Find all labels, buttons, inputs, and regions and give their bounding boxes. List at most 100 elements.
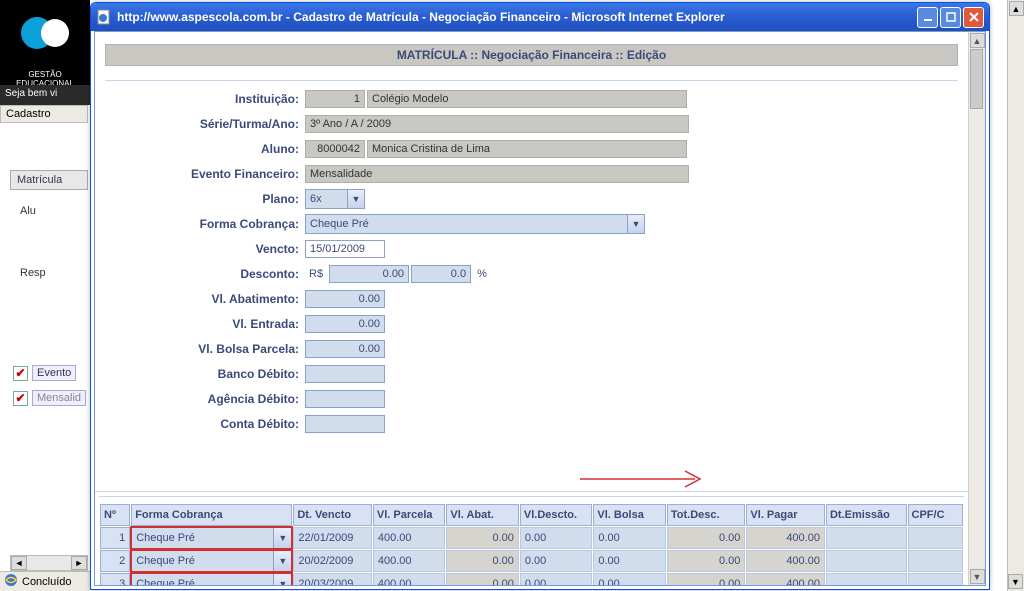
evento-checkbox[interactable]: ✔ xyxy=(13,366,28,381)
row-cpf[interactable] xyxy=(909,551,962,571)
row-parcela[interactable]: 400.00 xyxy=(374,528,445,548)
row-bolsa[interactable]: 0.00 xyxy=(594,551,665,571)
agencia-input[interactable] xyxy=(305,390,385,408)
vencto-input[interactable]: 15/01/2009 xyxy=(305,240,385,258)
close-button[interactable] xyxy=(963,7,984,28)
row-bolsa[interactable]: 0.00 xyxy=(594,574,665,585)
conta-input[interactable] xyxy=(305,415,385,433)
row-parcela[interactable]: 400.00 xyxy=(374,574,445,585)
aluno-code[interactable]: 8000042 xyxy=(305,140,365,158)
row-emissao[interactable] xyxy=(827,551,906,571)
agencia-label: Agência Débito: xyxy=(135,392,305,406)
row-abat[interactable]: 0.00 xyxy=(447,551,518,571)
minimize-button[interactable] xyxy=(917,7,938,28)
popup-window: http://www.aspescola.com.br - Cadastro d… xyxy=(90,2,990,590)
chevron-down-icon[interactable]: ▼ xyxy=(274,574,291,585)
desconto-value[interactable]: 0.00 xyxy=(329,265,409,283)
row-forma-cell: Cheque Pré▼ xyxy=(131,550,292,572)
row-pagar[interactable]: 400.00 xyxy=(747,528,824,548)
row-parcela[interactable]: 400.00 xyxy=(374,551,445,571)
forma-select[interactable]: Cheque Pré ▼ xyxy=(305,214,645,234)
evento-value[interactable]: Mensalidade xyxy=(305,165,689,183)
titlebar[interactable]: http://www.aspescola.com.br - Cadastro d… xyxy=(91,3,989,31)
row-cpf[interactable] xyxy=(909,574,962,585)
scroll-h-track[interactable] xyxy=(27,556,71,570)
row-forma-select[interactable]: Cheque Pré▼ xyxy=(132,551,291,571)
scroll-left-icon[interactable]: ◄ xyxy=(11,556,27,570)
th-forma[interactable]: Forma Cobrança xyxy=(131,504,292,526)
vertical-scrollbar[interactable]: ▲ ▼ xyxy=(968,32,985,585)
row-pagar[interactable]: 400.00 xyxy=(747,551,824,571)
th-no[interactable]: Nº xyxy=(100,504,130,526)
status-bar: Concluído xyxy=(0,571,90,591)
row-descto[interactable]: 0.00 xyxy=(521,574,592,585)
row-totdesc[interactable]: 0.00 xyxy=(668,574,745,585)
row-abat[interactable]: 0.00 xyxy=(447,528,518,548)
entrada-input[interactable]: 0.00 xyxy=(305,315,385,333)
banco-input[interactable] xyxy=(305,365,385,383)
th-abat[interactable]: Vl. Abat. xyxy=(446,504,519,526)
chevron-down-icon[interactable]: ▼ xyxy=(347,190,364,208)
scroll-up-icon[interactable]: ▲ xyxy=(1009,1,1024,16)
aluno-name[interactable]: Monica Cristina de Lima xyxy=(367,140,687,158)
row-forma-select[interactable]: Cheque Pré▼ xyxy=(132,528,291,548)
serie-value[interactable]: 3º Ano / A / 2009 xyxy=(305,115,689,133)
row-abat[interactable]: 0.00 xyxy=(447,574,518,585)
row-vencto[interactable]: 20/02/2009 xyxy=(294,551,371,571)
bg-vscroll[interactable]: ▲ ▼ xyxy=(1007,0,1024,591)
th-totdesc[interactable]: Tot.Desc. xyxy=(667,504,746,526)
row-descto[interactable]: 0.00 xyxy=(521,528,592,548)
banco-label: Banco Débito: xyxy=(135,367,305,381)
page-title: MATRÍCULA :: Negociação Financeira :: Ed… xyxy=(105,44,958,66)
th-vencto[interactable]: Dt. Vencto xyxy=(293,504,372,526)
row-vencto[interactable]: 20/03/2009 xyxy=(294,574,371,585)
mensalid-check-row: ✔ Mensalid xyxy=(13,390,86,406)
abat-label: Vl. Abatimento: xyxy=(135,292,305,306)
chevron-down-icon[interactable]: ▼ xyxy=(627,215,644,233)
abat-input[interactable]: 0.00 xyxy=(305,290,385,308)
plano-select[interactable]: 6x ▼ xyxy=(305,189,365,209)
ie-icon xyxy=(4,573,18,590)
chevron-down-icon[interactable]: ▼ xyxy=(274,551,291,571)
bg-hscroll[interactable]: ◄ ► xyxy=(10,555,88,571)
aluno-partial: Alu xyxy=(10,205,88,217)
th-parcela[interactable]: Vl. Parcela xyxy=(373,504,446,526)
matricula-tab[interactable]: Matrícula xyxy=(10,170,88,190)
desconto-pct[interactable]: 0.0 xyxy=(411,265,471,283)
scroll-up-icon[interactable]: ▲ xyxy=(970,33,985,48)
row-totdesc[interactable]: 0.00 xyxy=(668,551,745,571)
row-forma-cell: Cheque Pré▼ xyxy=(131,573,292,585)
maximize-button[interactable] xyxy=(940,7,961,28)
th-descto[interactable]: Vl.Descto. xyxy=(520,504,593,526)
scroll-right-icon[interactable]: ► xyxy=(71,556,87,570)
scroll-down-icon[interactable]: ▼ xyxy=(970,569,985,584)
row-forma-select[interactable]: Cheque Pré▼ xyxy=(132,574,291,585)
instituicao-name[interactable]: Colégio Modelo xyxy=(367,90,687,108)
chevron-down-icon[interactable]: ▼ xyxy=(274,528,291,548)
row-cpf[interactable] xyxy=(909,528,962,548)
parcelas-table: Nº Forma Cobrança Dt. Vencto Vl. Parcela… xyxy=(99,503,964,585)
row-emissao[interactable] xyxy=(827,528,906,548)
row-emissao[interactable] xyxy=(827,574,906,585)
row-bolsa[interactable]: 0.00 xyxy=(594,528,665,548)
mensalid-checkbox[interactable]: ✔ xyxy=(13,391,28,406)
evento-label: Evento xyxy=(32,365,76,381)
th-emissao[interactable]: Dt.Emissão xyxy=(826,504,907,526)
instituicao-code[interactable]: 1 xyxy=(305,90,365,108)
row-vencto[interactable]: 22/01/2009 xyxy=(294,528,371,548)
scroll-thumb[interactable] xyxy=(970,49,983,109)
row-totdesc[interactable]: 0.00 xyxy=(668,528,745,548)
scroll-track[interactable] xyxy=(969,49,985,568)
cadastro-menu[interactable]: Cadastro xyxy=(0,105,88,123)
row-forma-value: Cheque Pré xyxy=(132,551,274,571)
row-no: 2 xyxy=(100,550,130,572)
row-pagar[interactable]: 400.00 xyxy=(747,574,824,585)
bolsa-input[interactable]: 0.00 xyxy=(305,340,385,358)
entrada-label: Vl. Entrada: xyxy=(135,317,305,331)
scroll-down-icon[interactable]: ▼ xyxy=(1008,574,1023,589)
row-descto[interactable]: 0.00 xyxy=(521,551,592,571)
desconto-suffix: % xyxy=(477,268,487,280)
th-bolsa[interactable]: Vl. Bolsa xyxy=(593,504,666,526)
th-pagar[interactable]: Vl. Pagar xyxy=(746,504,825,526)
th-cpf[interactable]: CPF/C xyxy=(908,504,963,526)
